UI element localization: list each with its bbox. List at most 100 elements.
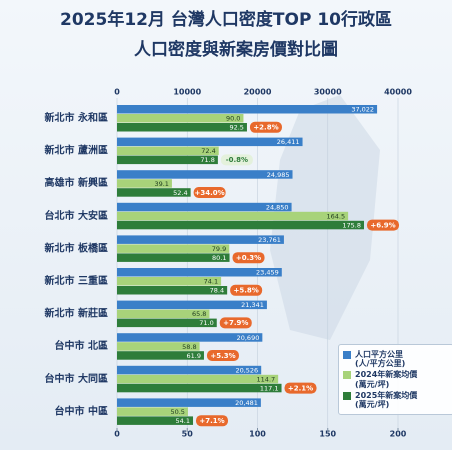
value-label: 114.7: [257, 375, 276, 383]
bar: [117, 268, 282, 277]
value-label: 71.0: [199, 319, 213, 327]
legend-label: 人口平方公里 (人/平方公里): [355, 350, 406, 369]
bar: [117, 277, 222, 286]
value-label: 20,526: [235, 366, 258, 374]
category-label: 台北市 大安區: [45, 209, 108, 222]
x-tick-label: 150: [319, 430, 336, 439]
chart-subtitle: 人口密度與新案房價對比圖: [134, 39, 338, 60]
category-label: 新北市 永和區: [45, 111, 108, 124]
bar: [117, 398, 261, 407]
chart-title: 2025年12月 台灣人口密度TOP 10行政區: [60, 9, 392, 30]
legend-swatch: [343, 391, 351, 400]
bar: [117, 318, 217, 328]
bar: [117, 309, 210, 319]
bar: [117, 333, 263, 342]
bar: [117, 146, 219, 156]
bar: [117, 300, 267, 310]
category-label: 台中市 大同區: [45, 372, 108, 385]
bar: [117, 416, 194, 425]
bar: [117, 137, 303, 147]
bar: [117, 351, 204, 360]
change-badge: [249, 121, 282, 133]
value-label: 23,761: [258, 236, 281, 244]
legend-swatch: [343, 371, 351, 380]
category-label: 新北市 板橋區: [45, 241, 108, 254]
bar: [117, 374, 279, 384]
value-label: 117.1: [260, 384, 279, 392]
x2-tick-label: 30000: [314, 88, 342, 97]
value-label: 52.4: [173, 189, 187, 197]
x2-tick-label: 0: [114, 88, 120, 97]
bar: [117, 365, 262, 375]
value-label: 90.0: [226, 115, 240, 123]
value-label: 26,411: [277, 138, 300, 146]
value-label: 79.9: [212, 245, 226, 253]
value-label: 74.1: [204, 278, 218, 286]
bar: [117, 286, 228, 295]
bar: [117, 244, 230, 253]
value-label: 71.8: [200, 156, 214, 164]
bar: [117, 170, 293, 179]
bar: [117, 155, 218, 165]
change-badge: [193, 187, 226, 198]
value-label: 50.5: [170, 408, 184, 416]
change-badge: [220, 154, 253, 166]
change-badge: [219, 317, 252, 329]
legend: 人口平方公里 (人/平方公里) 2024年新案均價 (萬元/坪) 2025年新案均價…: [338, 344, 452, 416]
x2-tick-label: 10000: [173, 88, 201, 97]
bar: [117, 407, 188, 416]
change-label: +2.1%: [288, 384, 313, 392]
value-label: 175.8: [342, 221, 361, 229]
legend-label: 2025年新案均價 (萬元/坪): [355, 390, 418, 409]
value-label: 23,459: [256, 269, 279, 277]
value-label: 20,481: [235, 399, 258, 407]
value-label: 80.1: [212, 254, 226, 262]
value-label: 37,022: [351, 106, 374, 114]
x-tick-label: 50: [182, 430, 194, 439]
change-badge: [230, 284, 263, 296]
value-label: 24,850: [266, 203, 289, 211]
legend-swatch: [343, 351, 351, 359]
change-badge: [196, 415, 229, 427]
bar: [117, 179, 172, 188]
change-badge: [206, 350, 239, 361]
value-label: 92.5: [229, 124, 243, 132]
value-label: 54.1: [176, 417, 190, 425]
bar: [117, 202, 292, 212]
value-label: 20,690: [237, 334, 260, 342]
bar: [117, 253, 230, 262]
x-tick-label: 200: [390, 430, 407, 439]
value-label: 61.9: [186, 352, 200, 360]
change-label: -0.8%: [226, 156, 248, 164]
value-label: 21,341: [241, 301, 264, 309]
value-label: 24,985: [267, 171, 290, 179]
value-label: 78.4: [210, 287, 224, 295]
category-label: 新北市 三重區: [45, 274, 108, 287]
change-label: +5.8%: [234, 287, 259, 295]
change-label: +5.3%: [210, 352, 235, 360]
change-label: +7.1%: [199, 417, 224, 425]
value-label: 39.1: [154, 180, 168, 188]
bar: [117, 105, 378, 114]
bar: [117, 114, 244, 123]
bar: [117, 123, 247, 132]
change-badge: [232, 252, 265, 264]
value-label: 164.5: [327, 212, 346, 220]
category-label: 高雄市 新興區: [45, 176, 108, 189]
bar: [117, 220, 364, 230]
bar: [117, 188, 191, 197]
change-badge: [284, 382, 317, 394]
change-label: +7.9%: [223, 319, 248, 327]
change-label: +34.0%: [195, 189, 225, 197]
category-label: 台中市 中區: [55, 404, 108, 417]
x-tick-label: 100: [249, 430, 266, 439]
value-label: 58.8: [182, 343, 196, 351]
bar: [117, 383, 282, 393]
x2-tick-label: 40000: [384, 88, 412, 97]
category-label: 新北市 蘆洲區: [45, 144, 108, 157]
change-label: +0.3%: [236, 254, 261, 262]
change-badge: [366, 219, 399, 231]
category-label: 新北市 新莊區: [45, 307, 108, 320]
